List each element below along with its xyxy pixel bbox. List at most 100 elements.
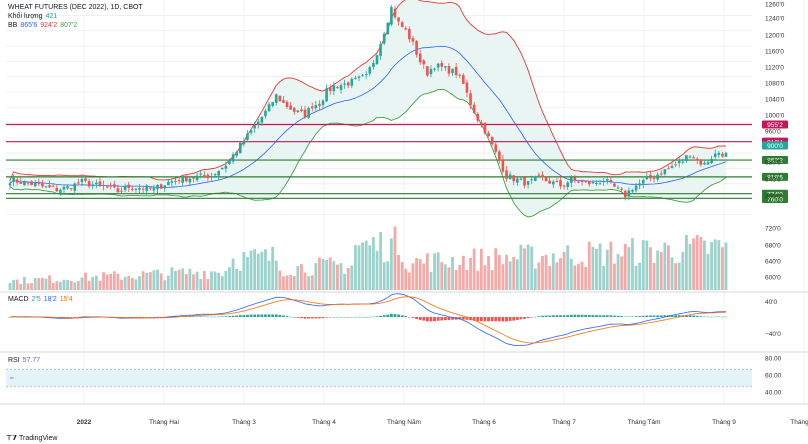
candle-body xyxy=(123,186,127,191)
candle-body xyxy=(328,87,332,92)
volume-bar xyxy=(307,276,311,290)
candle-body xyxy=(494,144,498,152)
volume-bar xyxy=(533,268,537,290)
volume-bar xyxy=(494,248,498,290)
volume-bar xyxy=(109,273,113,290)
macd-histogram-bar xyxy=(389,313,393,317)
volume-bar xyxy=(483,265,487,290)
macd-histogram-bar xyxy=(217,316,221,318)
macd-histogram-bar xyxy=(605,315,609,317)
candle-body xyxy=(220,167,224,170)
candle-body xyxy=(584,180,587,182)
candle-body xyxy=(238,142,242,154)
chart-title: WHEAT FUTURES (DEC 2022), 1D, CBOT xyxy=(8,4,143,11)
macd-histogram-bar xyxy=(620,316,624,317)
volume-bar xyxy=(87,280,91,290)
volume-bar xyxy=(551,253,555,290)
volume-bar xyxy=(242,252,246,290)
macd-histogram-bar xyxy=(238,315,242,317)
macd-histogram-bar xyxy=(379,315,382,317)
volume-bar xyxy=(681,251,685,290)
macd-histogram-bar xyxy=(350,316,354,318)
candle-body xyxy=(242,141,246,145)
candle-body xyxy=(710,158,713,164)
macd-histogram-bar xyxy=(487,317,490,322)
macd-histogram-bar xyxy=(717,316,721,318)
volume-bar xyxy=(616,253,620,290)
macd-histogram-bar xyxy=(447,317,451,321)
candle-body xyxy=(699,159,703,165)
macd-value: 2'5 xyxy=(31,296,41,303)
macd-histogram-bar xyxy=(692,315,696,317)
candle-body xyxy=(199,173,202,175)
candle-body xyxy=(300,109,303,112)
macd-histogram-bar xyxy=(159,316,163,318)
candle-body xyxy=(451,68,454,73)
volume-bar xyxy=(670,257,674,290)
volume-bar xyxy=(271,246,275,290)
macd-histogram-bar xyxy=(152,316,156,318)
volume-bar xyxy=(40,277,44,290)
macd-histogram-bar xyxy=(476,317,480,322)
volume-bar xyxy=(357,245,361,290)
tradingview-brand[interactable]: ⊤𝟳 TradingView xyxy=(6,434,58,442)
volume-bar xyxy=(105,274,109,290)
volume-bar xyxy=(566,245,570,290)
macd-histogram-bar xyxy=(566,315,570,317)
candle-body xyxy=(616,187,620,189)
candle-body xyxy=(580,180,584,182)
volume-bar xyxy=(537,262,541,290)
candle-body xyxy=(382,33,386,44)
time-axis-tick: Tháng 6 xyxy=(472,419,496,426)
price-tag-label: 900'0 xyxy=(767,143,783,150)
time-axis-tick: Tháng Hai xyxy=(149,419,179,426)
candle-body xyxy=(519,178,523,180)
volume-bar xyxy=(602,265,606,290)
price-axis-tick: 1080'0 xyxy=(765,81,785,88)
candle-body xyxy=(159,184,163,189)
volume-bar xyxy=(454,269,458,290)
candle-body xyxy=(8,183,12,186)
macd-histogram-bar xyxy=(580,314,584,317)
volume-bar xyxy=(371,237,375,290)
volume-bar xyxy=(148,272,152,290)
macd-histogram-bar xyxy=(724,316,728,318)
candle-body xyxy=(692,157,695,159)
candle-body xyxy=(195,175,199,181)
volume-bar xyxy=(577,263,580,290)
price-tag-label: 955'2 xyxy=(767,122,783,129)
rsi-legend: RSI 57.77 xyxy=(8,356,43,365)
candle-body xyxy=(551,181,555,185)
candle-body xyxy=(426,66,429,76)
time-axis-tick: Tháng 7 xyxy=(552,419,576,426)
volume-bar xyxy=(508,261,512,290)
volume-bar xyxy=(627,247,631,290)
volume-bar xyxy=(659,252,663,290)
macd-histogram-bar xyxy=(354,316,357,318)
time-axis-tick: Tháng 10 xyxy=(790,419,808,426)
macd-histogram-bar xyxy=(508,317,512,321)
macd-histogram-bar xyxy=(300,317,303,319)
volume-bar xyxy=(120,279,123,290)
volume-bar xyxy=(613,263,616,290)
volume-bar xyxy=(238,270,242,290)
candle-body xyxy=(15,179,19,183)
volume-bar xyxy=(544,254,548,290)
macd-histogram-bar xyxy=(703,316,706,318)
macd-histogram-bar xyxy=(663,315,667,317)
macd-signal-line xyxy=(9,296,727,344)
candle-body xyxy=(318,103,321,106)
candle-body xyxy=(131,188,134,190)
candle-body xyxy=(649,175,652,179)
macd-histogram-bar xyxy=(213,316,217,318)
volume-bar xyxy=(184,274,188,290)
macd-histogram-bar xyxy=(361,316,365,318)
macd-histogram-bar xyxy=(310,317,314,319)
volume-bar xyxy=(55,281,59,290)
candle-body xyxy=(429,69,433,75)
volume-bar xyxy=(609,241,613,290)
candle-body xyxy=(102,185,105,187)
macd-histogram-bar xyxy=(555,315,559,317)
volume-value: 421 xyxy=(45,13,58,20)
